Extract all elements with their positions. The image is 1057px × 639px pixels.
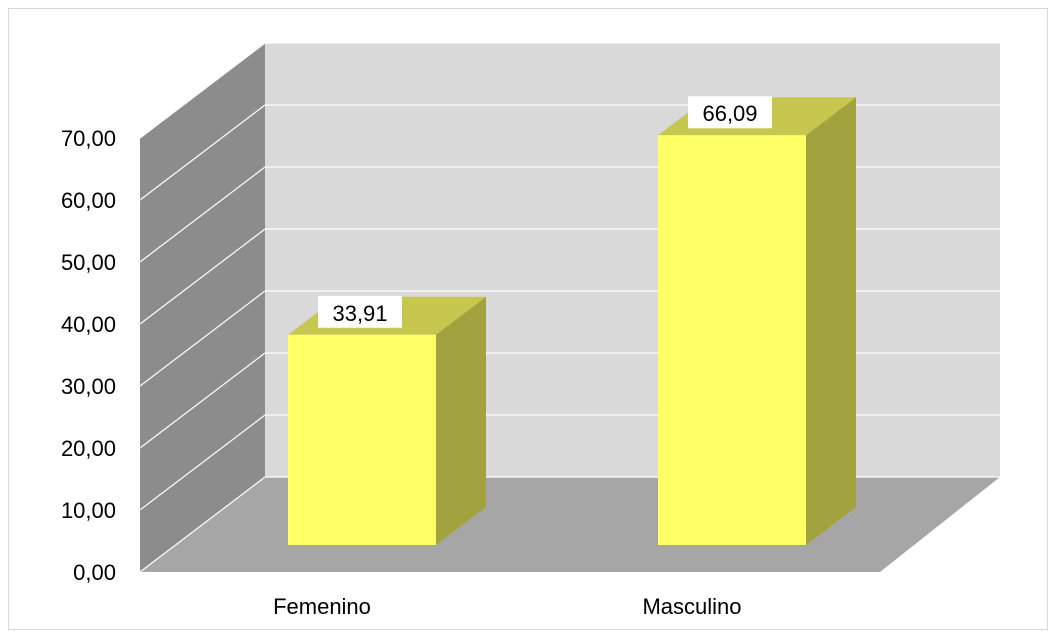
- y-tick-label: 50,00: [61, 250, 116, 275]
- gridline-side: [139, 352, 266, 449]
- gridline-side: [139, 290, 266, 387]
- data-label-text: 33,91: [332, 301, 387, 326]
- y-tick-label: 70,00: [61, 126, 116, 151]
- gridline-side: [139, 228, 266, 325]
- gridline-side: [139, 42, 266, 139]
- y-axis-ticks: 0,00 10,00 20,00 30,00 40,00 50,00 60,00 70,00: [61, 126, 116, 585]
- data-label-box: [688, 96, 772, 129]
- y-tick-label: 0,00: [73, 560, 116, 585]
- bar-front: [658, 135, 806, 545]
- data-label-box: [318, 295, 402, 328]
- side-wall: [140, 43, 265, 572]
- y-tick-label: 60,00: [61, 188, 116, 213]
- floor: [140, 477, 1000, 572]
- bar-side: [436, 296, 486, 545]
- gridline-side: [139, 414, 266, 511]
- x-tick-label: Femenino: [273, 594, 371, 619]
- y-tick-label: 30,00: [61, 374, 116, 399]
- data-label: 66,09: [688, 96, 772, 129]
- bar-front: [288, 334, 436, 545]
- bar-femenino: [288, 296, 486, 545]
- bar-side: [806, 97, 856, 545]
- chart-walls: [140, 43, 1000, 572]
- data-label-text: 66,09: [702, 101, 757, 126]
- y-tick-label: 40,00: [61, 312, 116, 337]
- x-axis-ticks: Femenino Masculino: [273, 594, 741, 619]
- data-label: 33,91: [318, 295, 402, 328]
- x-tick-label: Masculino: [642, 594, 741, 619]
- gridline-side: [139, 104, 266, 201]
- y-tick-label: 20,00: [61, 436, 116, 461]
- gridline-side: [139, 166, 266, 263]
- bars: [288, 97, 856, 545]
- data-labels: 33,91 66,09: [318, 96, 772, 328]
- gridline-side: [139, 476, 266, 573]
- y-tick-label: 10,00: [61, 498, 116, 523]
- bar-masculino: [658, 97, 856, 545]
